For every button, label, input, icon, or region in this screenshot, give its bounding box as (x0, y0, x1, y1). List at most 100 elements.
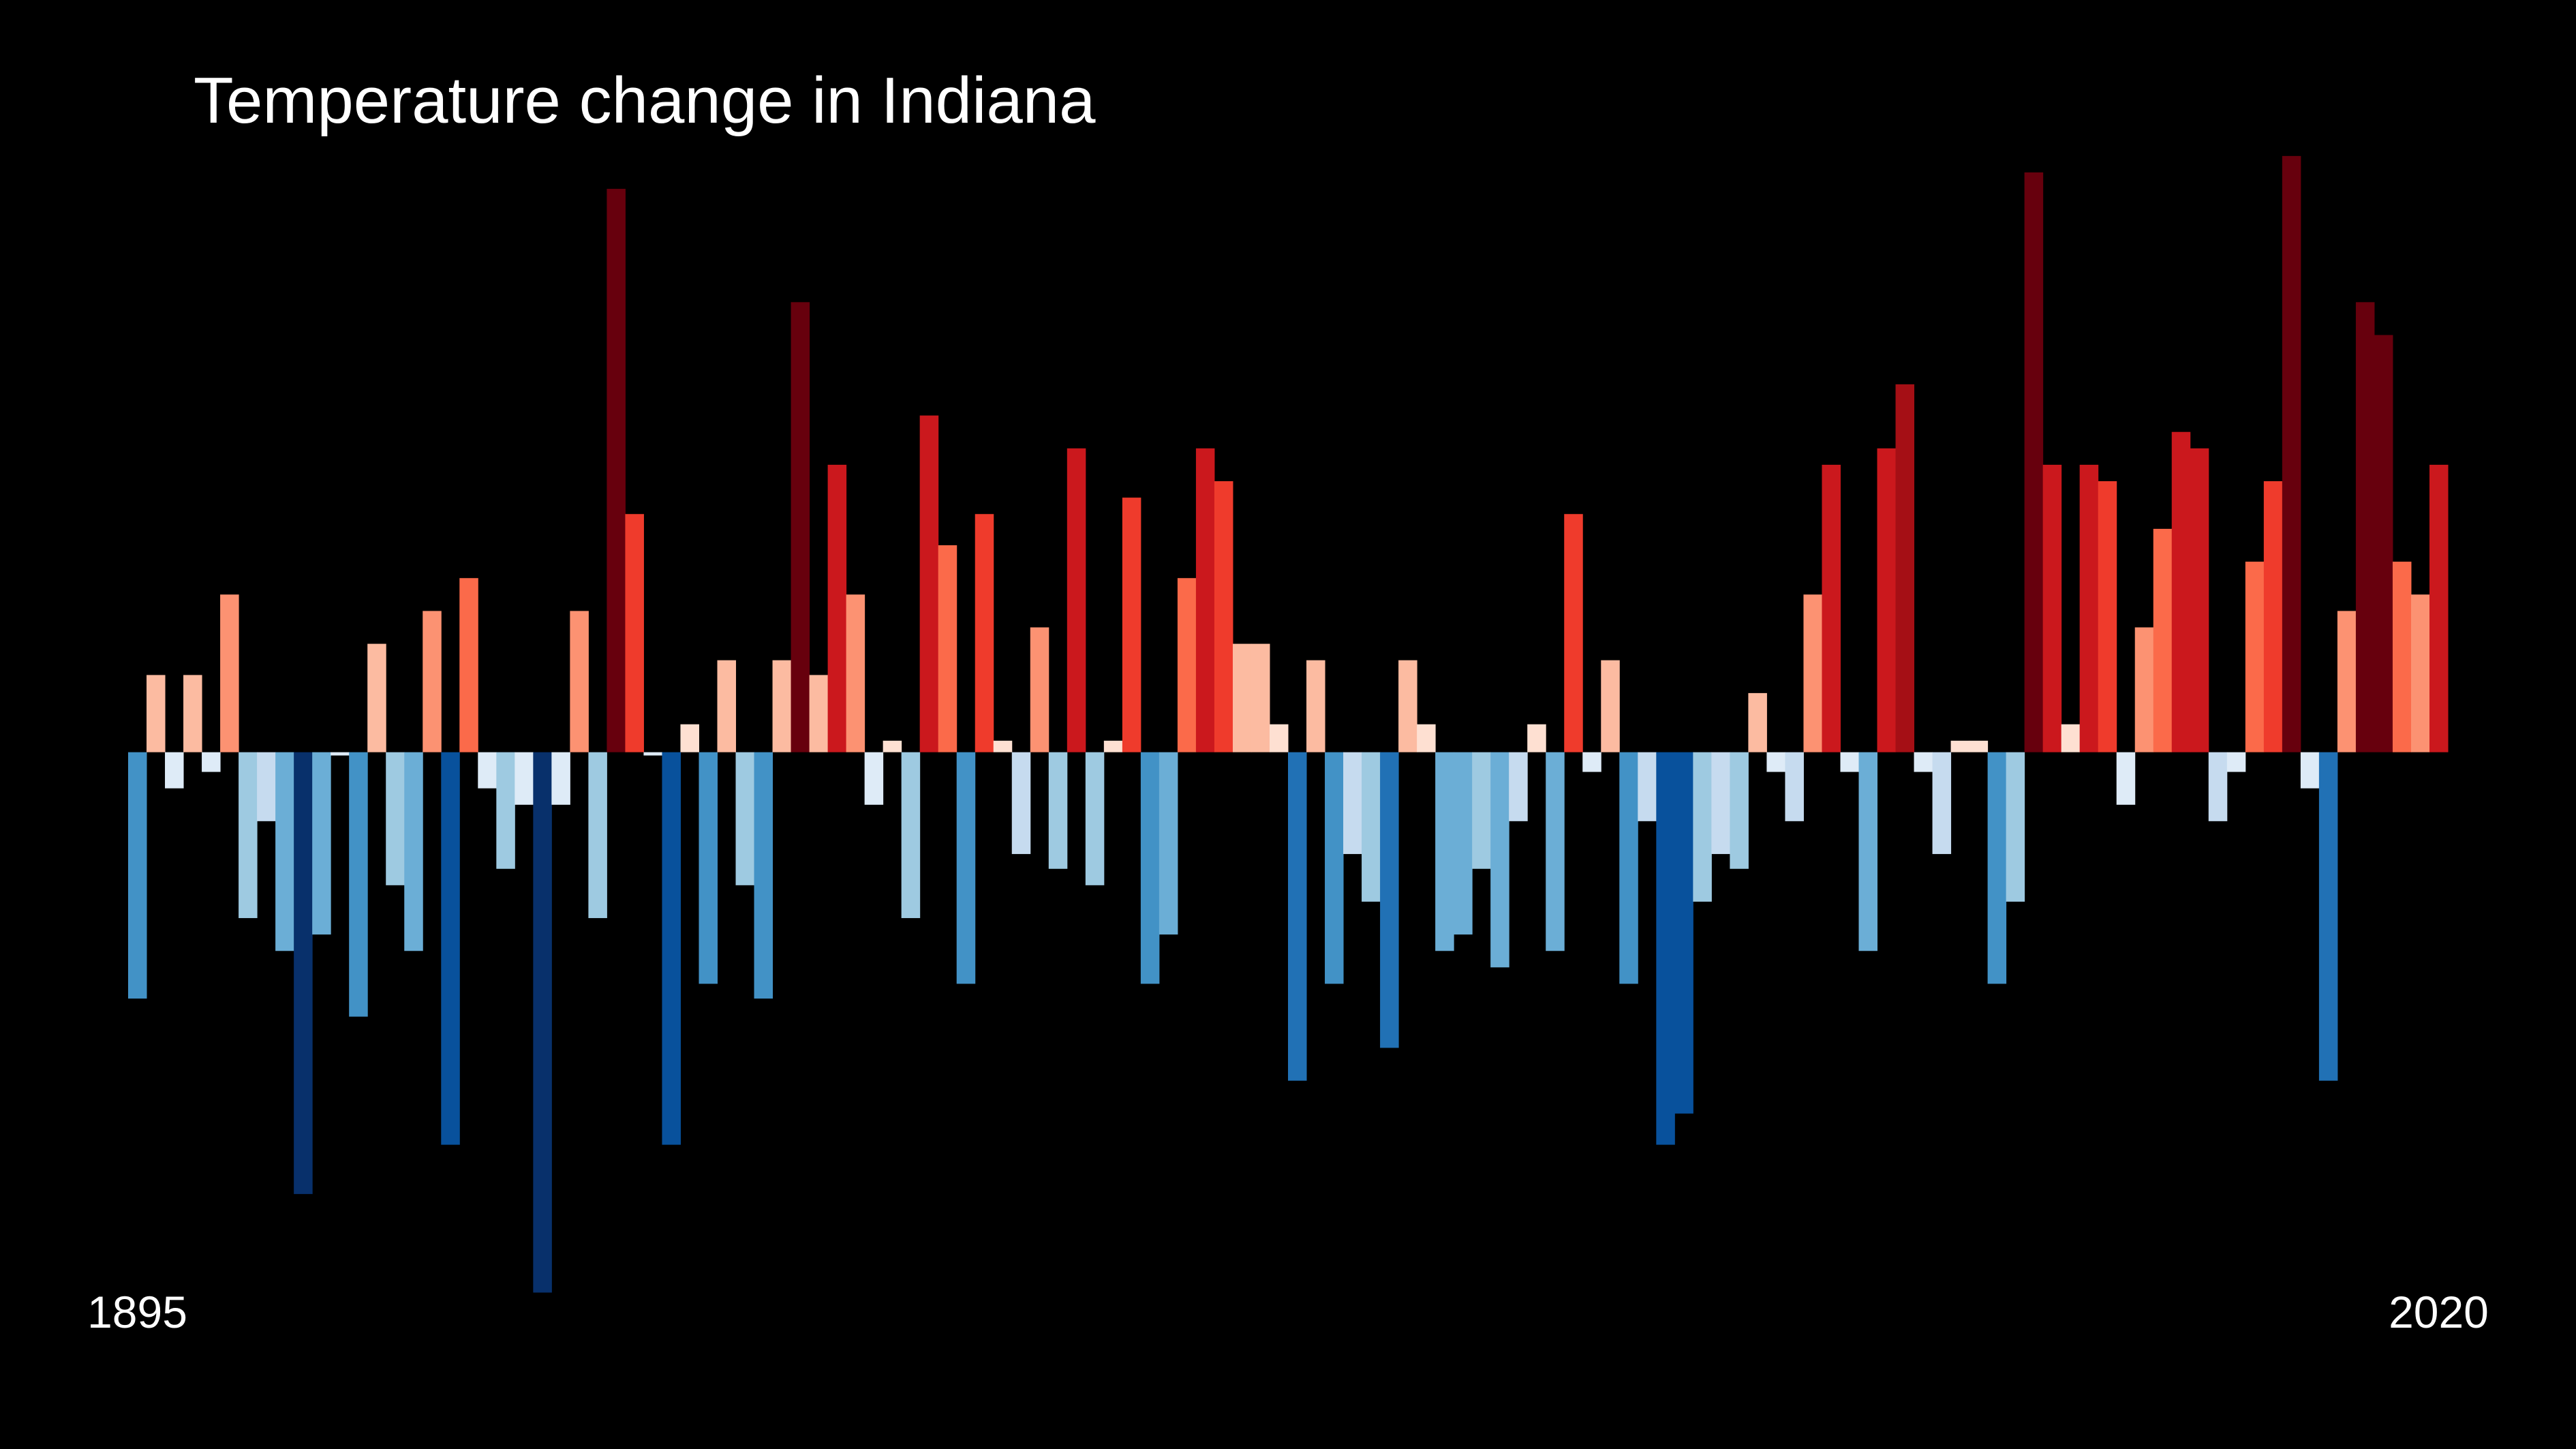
bar (2263, 481, 2283, 752)
bar (1122, 498, 1141, 752)
bar (1417, 724, 1436, 752)
bar (1140, 752, 1160, 984)
bar (2245, 562, 2265, 752)
bar (2116, 752, 2136, 805)
bar (1656, 752, 1675, 1145)
bar (1232, 643, 1252, 752)
bar (1085, 752, 1105, 885)
bar (1159, 752, 1178, 935)
bar (2374, 335, 2393, 752)
bar (1306, 660, 1325, 752)
bar (1803, 594, 1822, 752)
bar (367, 643, 386, 752)
bar (772, 660, 792, 752)
chart-title: Temperature change in Indiana (194, 64, 1096, 137)
x-tick-label: 2020 (2389, 1287, 2489, 1337)
bar (1822, 464, 1841, 752)
bar (2190, 448, 2209, 752)
bar (2153, 528, 2173, 752)
bar (680, 724, 699, 752)
bar (1987, 752, 2007, 984)
bar (1362, 752, 1381, 902)
bar (1214, 481, 1233, 752)
bar (1914, 752, 1933, 772)
bar (239, 752, 258, 919)
bar (1950, 740, 1970, 752)
bar (570, 611, 589, 752)
bar (2429, 464, 2449, 752)
bar (2171, 431, 2191, 752)
bar (2355, 302, 2375, 752)
bar (1103, 740, 1123, 752)
bar (496, 752, 515, 869)
bar (1454, 752, 1473, 935)
bar (1288, 752, 1307, 1081)
bar (975, 514, 994, 752)
bar (2337, 611, 2357, 752)
bar (864, 752, 884, 805)
bar (643, 752, 662, 756)
bar (1748, 692, 1767, 752)
bar (1693, 752, 1712, 902)
bar (717, 660, 737, 752)
bar (1343, 752, 1362, 855)
bar (1325, 752, 1344, 984)
bar (551, 752, 570, 805)
bar (2024, 172, 2044, 752)
bar (2208, 752, 2228, 821)
bar (1472, 752, 1491, 869)
bar (1564, 514, 1583, 752)
bar (1730, 752, 1749, 869)
bar (956, 752, 976, 984)
bar (1638, 752, 1657, 821)
x-tick-label: 1895 (87, 1287, 187, 1337)
bar (1969, 740, 1989, 752)
bar (2282, 155, 2301, 752)
bar (2006, 752, 2025, 902)
bar (901, 752, 921, 919)
bar (1380, 752, 1399, 1048)
bar (2410, 594, 2430, 752)
bar (1048, 752, 1068, 869)
bar (312, 752, 331, 935)
bar (1546, 752, 1565, 951)
bar (993, 740, 1013, 752)
bar (2318, 752, 2338, 1081)
bar (1619, 752, 1638, 984)
bar (1674, 752, 1693, 1114)
bar (202, 752, 221, 772)
bar (2134, 627, 2154, 752)
bar (883, 740, 902, 752)
bar (1895, 384, 1915, 752)
bar (1766, 752, 1785, 772)
bar (275, 752, 294, 951)
bar (2300, 752, 2320, 789)
bar (1490, 752, 1509, 968)
bar (1177, 578, 1197, 752)
bar (459, 578, 478, 752)
bar (754, 752, 773, 999)
bar (938, 545, 957, 752)
bar (128, 752, 147, 999)
bar (827, 464, 847, 752)
bar (1858, 752, 1878, 951)
bar (1030, 627, 1049, 752)
bar (2079, 464, 2099, 752)
bar (386, 752, 405, 885)
bar (2226, 752, 2246, 772)
bar (1527, 724, 1546, 752)
bar (1011, 752, 1031, 855)
bar (257, 752, 276, 821)
bar (2392, 562, 2412, 752)
bar (294, 752, 313, 1194)
bar (220, 594, 239, 752)
bar (625, 514, 644, 752)
bar (2061, 724, 2081, 752)
bar (1195, 448, 1215, 752)
bar (607, 189, 626, 752)
bar (165, 752, 184, 789)
bar (588, 752, 607, 919)
bar (1398, 660, 1417, 752)
bar (404, 752, 423, 951)
bar (1711, 752, 1730, 855)
